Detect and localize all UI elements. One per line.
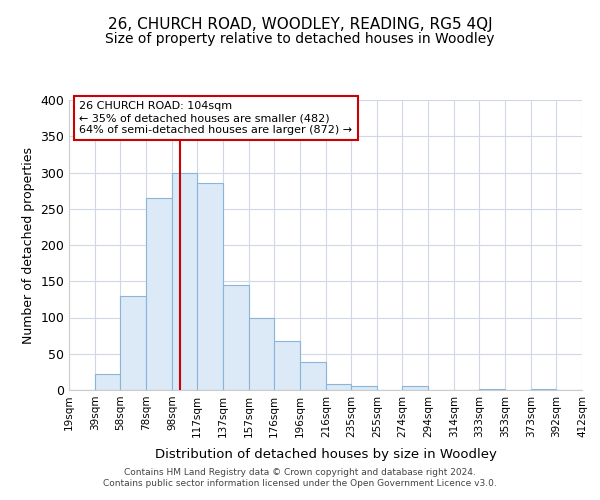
Bar	[120, 296, 146, 390]
Bar	[223, 285, 249, 390]
Text: 26, CHURCH ROAD, WOODLEY, READING, RG5 4QJ: 26, CHURCH ROAD, WOODLEY, READING, RG5 4…	[107, 18, 493, 32]
Bar	[351, 386, 377, 390]
Y-axis label: Number of detached properties: Number of detached properties	[22, 146, 35, 344]
Bar	[146, 198, 172, 390]
Bar	[531, 388, 556, 390]
Text: Contains HM Land Registry data © Crown copyright and database right 2024.
Contai: Contains HM Land Registry data © Crown c…	[103, 468, 497, 487]
Bar	[274, 340, 300, 390]
Bar	[249, 318, 274, 390]
Text: 26 CHURCH ROAD: 104sqm
← 35% of detached houses are smaller (482)
64% of semi-de: 26 CHURCH ROAD: 104sqm ← 35% of detached…	[79, 102, 352, 134]
Bar	[95, 374, 120, 390]
Bar	[479, 388, 505, 390]
Bar	[172, 172, 197, 390]
Bar	[197, 184, 223, 390]
Text: Size of property relative to detached houses in Woodley: Size of property relative to detached ho…	[105, 32, 495, 46]
X-axis label: Distribution of detached houses by size in Woodley: Distribution of detached houses by size …	[155, 448, 496, 461]
Bar	[402, 386, 428, 390]
Bar	[300, 362, 326, 390]
Bar	[326, 384, 351, 390]
